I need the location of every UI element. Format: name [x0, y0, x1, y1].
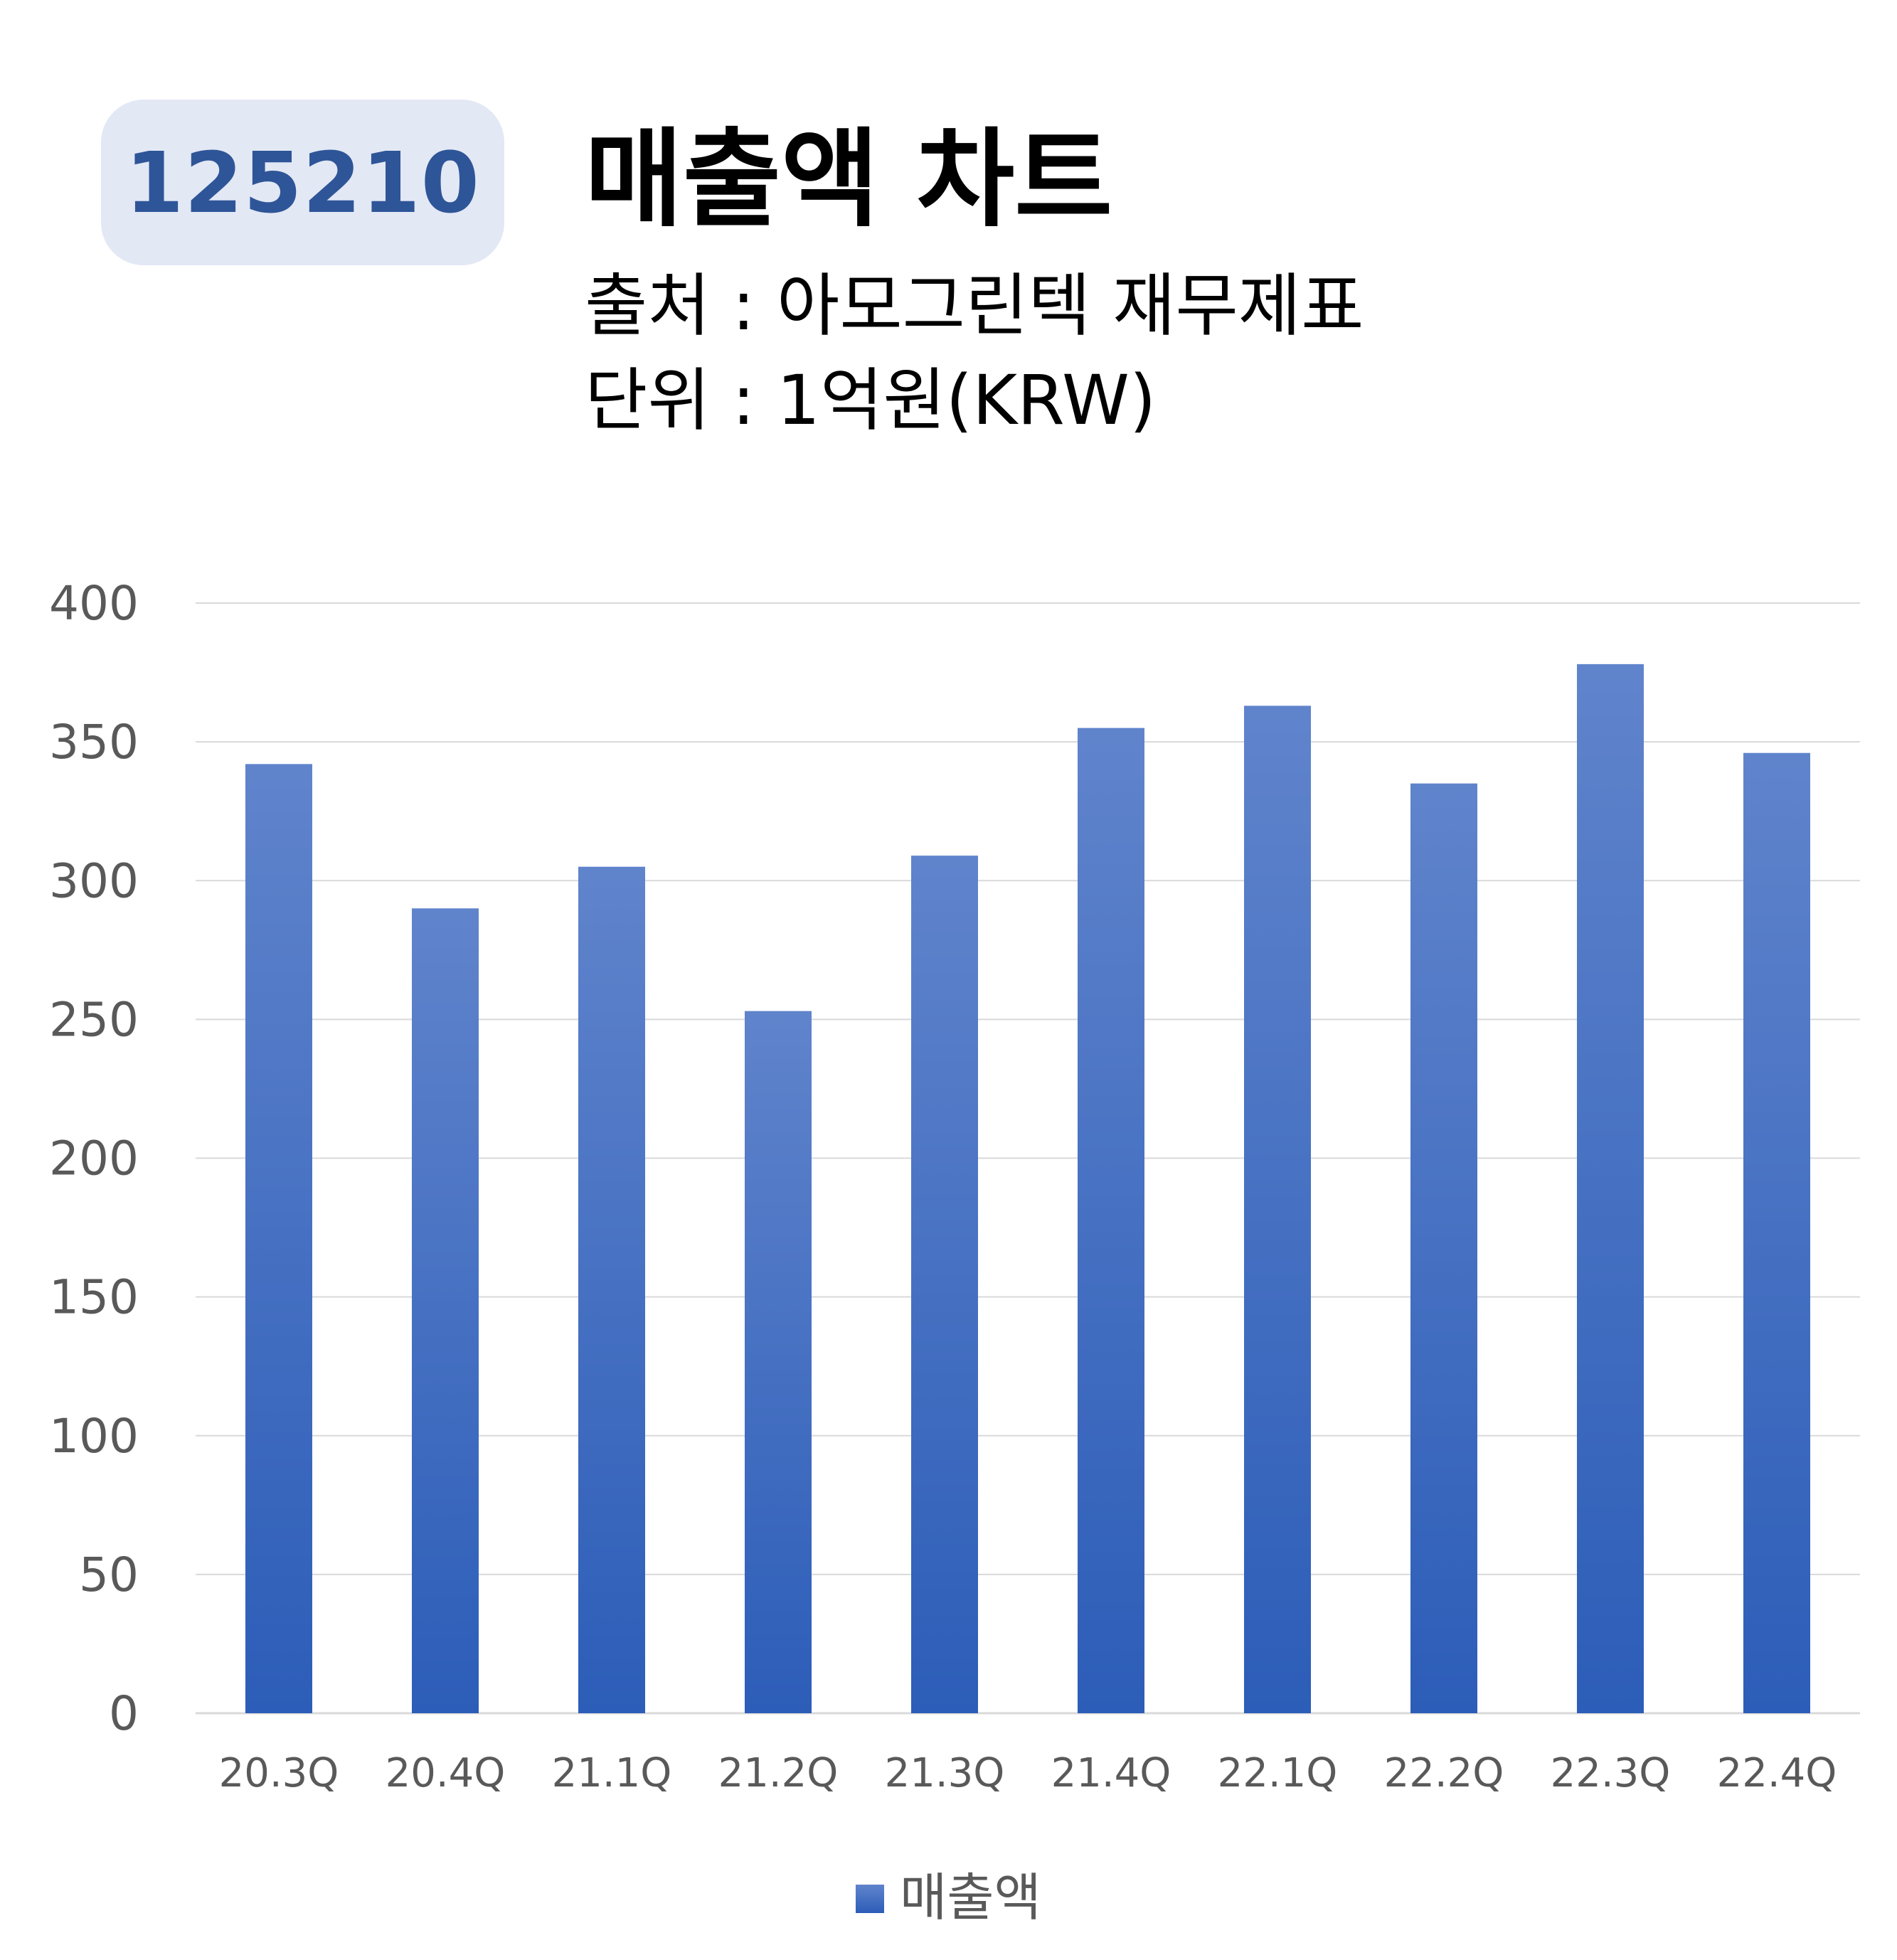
y-tick-label: 200	[49, 1131, 139, 1186]
x-tick-label: 22.2Q	[1384, 1750, 1504, 1796]
y-tick-label: 50	[79, 1548, 139, 1602]
y-tick-label: 250	[49, 992, 139, 1047]
bar-20.3Q	[245, 764, 312, 1713]
y-axis-ticks: 0 50 100 150 200 250 300 350 400	[49, 576, 139, 1741]
bar-21.3Q	[911, 856, 978, 1713]
x-tick-label: 21.4Q	[1051, 1750, 1171, 1796]
legend: 매출액	[856, 1868, 1041, 1927]
bar-22.3Q	[1577, 664, 1644, 1713]
bar-21.4Q	[1078, 728, 1144, 1713]
y-tick-label: 400	[49, 576, 139, 631]
x-tick-label: 22.4Q	[1717, 1750, 1837, 1796]
bar-22.1Q	[1244, 705, 1311, 1713]
x-axis-ticks: 20.3Q 20.4Q 21.1Q 21.2Q 21.3Q 21.4Q 22.1Q 22.2Q…	[219, 1750, 1837, 1796]
bar-22.4Q	[1743, 752, 1810, 1713]
bar-21.1Q	[578, 866, 645, 1713]
x-tick-label: 21.2Q	[718, 1750, 839, 1796]
unit-text: 단위 : 1억원(KRW)	[585, 361, 1157, 440]
y-tick-label: 300	[49, 853, 139, 908]
x-tick-label: 22.3Q	[1551, 1750, 1671, 1796]
chart-title: 매출액 차트	[585, 118, 1113, 242]
bars	[245, 664, 1810, 1713]
x-tick-label: 20.3Q	[219, 1750, 339, 1796]
source-text: 출처 : 아모그린텍 재무제표	[585, 266, 1364, 346]
bar-20.4Q	[412, 908, 479, 1713]
y-tick-label: 100	[49, 1409, 139, 1464]
y-tick-label: 0	[109, 1686, 139, 1741]
y-tick-label: 350	[49, 715, 139, 769]
stock-code-badge: 125210	[101, 100, 504, 265]
bar-22.2Q	[1410, 783, 1477, 1713]
x-tick-label: 20.4Q	[386, 1750, 506, 1796]
bar-21.2Q	[745, 1011, 812, 1713]
x-tick-label: 21.3Q	[885, 1750, 1005, 1796]
legend-swatch	[856, 1885, 884, 1913]
y-tick-label: 150	[49, 1270, 139, 1325]
x-tick-label: 21.1Q	[552, 1750, 672, 1796]
x-tick-label: 22.1Q	[1218, 1750, 1338, 1796]
legend-label: 매출액	[900, 1868, 1041, 1927]
stock-code: 125210	[125, 133, 480, 232]
